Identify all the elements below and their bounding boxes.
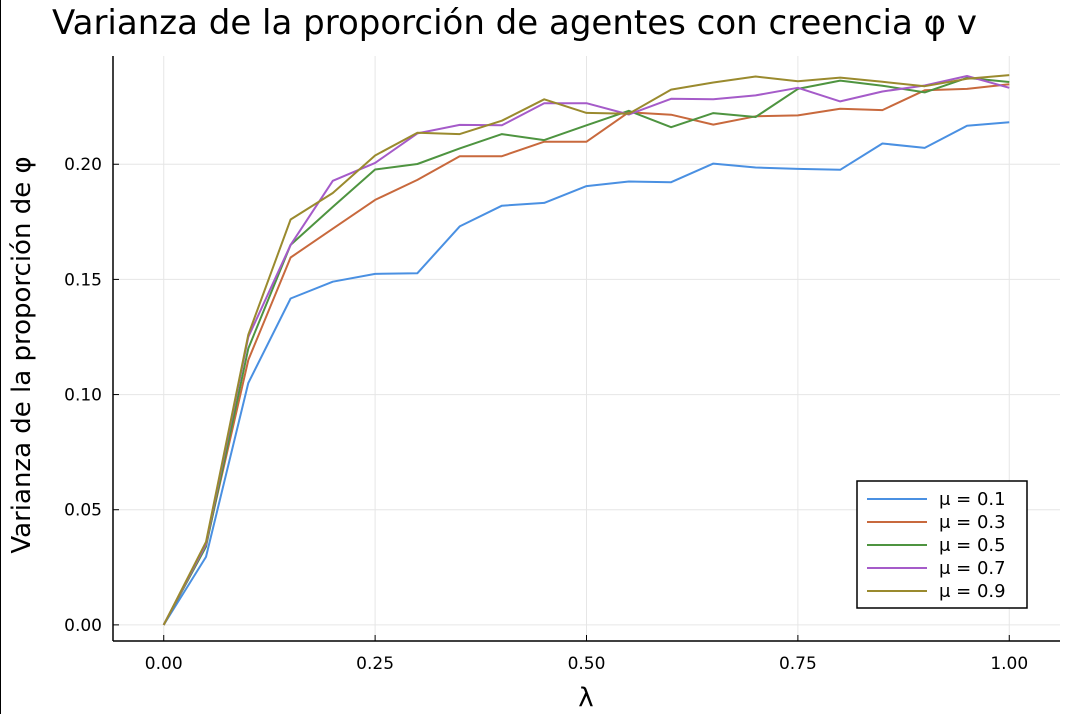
legend-label: μ = 0.9 — [939, 581, 1006, 602]
legend-label: μ = 0.3 — [939, 512, 1006, 533]
grid-lines — [113, 56, 1060, 641]
legend-label: μ = 0.5 — [939, 535, 1006, 556]
x-axis-label: λ — [578, 683, 593, 713]
series-line — [162, 121, 1010, 626]
legend: μ = 0.1μ = 0.3μ = 0.5μ = 0.7μ = 0.9 — [856, 480, 1028, 609]
y-tick-label: 0.05 — [64, 501, 102, 521]
series-lines — [162, 74, 1010, 626]
y-tick-label: 0.20 — [64, 155, 102, 175]
x-tick-label: 1.00 — [990, 654, 1028, 674]
series-line — [162, 83, 1010, 626]
x-tick-label: 0.50 — [568, 654, 606, 674]
series-line — [162, 75, 1010, 626]
x-tick-label: 0.00 — [145, 654, 183, 674]
series-line — [162, 74, 1010, 626]
y-axis-label: Varianza de la proporción de φ — [7, 156, 37, 553]
legend-label: μ = 0.1 — [939, 489, 1006, 510]
x-tick-label: 0.75 — [779, 654, 817, 674]
legend-label: μ = 0.7 — [939, 558, 1006, 579]
legend-box — [856, 480, 1028, 609]
y-tick-label: 0.00 — [64, 616, 102, 636]
tick-labels: 0.00 0.25 0.50 0.75 1.00 0.00 0.05 0.10 0.15 0.20 — [64, 155, 1028, 674]
series-line — [162, 76, 1010, 626]
y-tick-label: 0.15 — [64, 270, 102, 290]
axes — [112, 56, 1060, 642]
x-tick-label: 0.25 — [356, 654, 394, 674]
chart-title: Varianza de la proporción de agentes con… — [52, 3, 977, 43]
y-tick-label: 0.10 — [64, 386, 102, 406]
